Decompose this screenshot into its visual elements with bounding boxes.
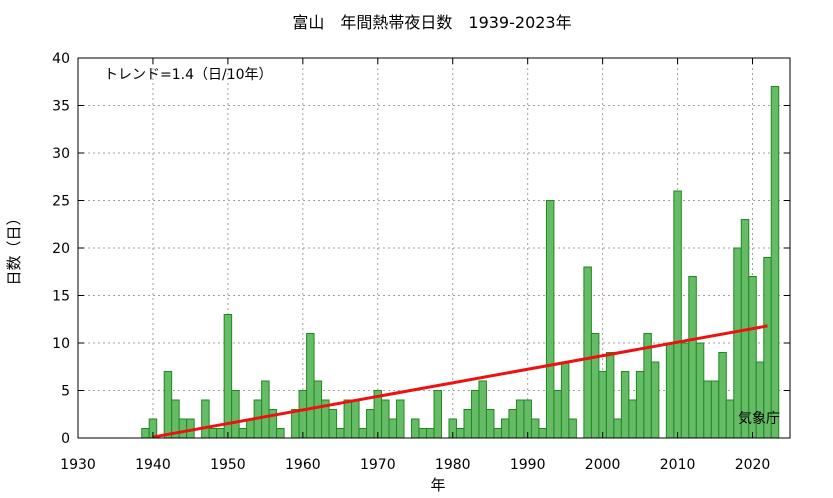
x-tick-label: 1930 <box>60 457 96 473</box>
bar <box>508 409 517 439</box>
bar <box>718 352 727 439</box>
x-tick-label: 1960 <box>285 457 321 473</box>
x-tick-label: 1950 <box>210 457 246 473</box>
bar <box>411 418 420 439</box>
bar <box>276 428 285 439</box>
y-axis-label: 日数（日） <box>5 210 23 285</box>
y-tick-label: 25 <box>52 194 70 210</box>
x-tick-label: 1980 <box>435 457 471 473</box>
bar <box>478 380 487 439</box>
y-tick-label: 15 <box>52 289 70 305</box>
bar <box>553 390 562 439</box>
bar <box>351 399 360 439</box>
bar <box>500 418 510 439</box>
trend-label: トレンド=1.4（日/10年） <box>104 67 273 83</box>
bar <box>703 380 712 439</box>
bar <box>733 247 742 439</box>
bar <box>598 371 607 439</box>
bar <box>336 428 345 439</box>
bar <box>470 390 480 439</box>
bar <box>710 380 720 439</box>
bar <box>178 418 188 439</box>
bar <box>291 409 300 439</box>
x-tick-label: 2010 <box>660 457 696 473</box>
bar-series <box>141 86 780 439</box>
bar <box>725 399 735 439</box>
bar <box>261 380 270 439</box>
bar <box>583 266 592 439</box>
bar <box>313 380 323 439</box>
bar <box>208 428 218 439</box>
bar <box>463 409 472 439</box>
bar <box>560 361 570 439</box>
bar <box>680 342 690 439</box>
bar <box>433 390 442 439</box>
bar <box>493 428 502 439</box>
bar <box>381 399 390 439</box>
bar <box>590 333 600 439</box>
bar <box>201 399 210 439</box>
bar <box>246 418 255 439</box>
x-axis-label: 年 <box>430 476 445 494</box>
y-tick-label: 35 <box>52 99 70 115</box>
bar <box>538 428 547 439</box>
bar <box>455 428 465 439</box>
bar <box>231 390 240 439</box>
y-tick-label: 5 <box>61 384 70 400</box>
bar <box>485 409 495 439</box>
bar <box>343 399 353 439</box>
bar <box>306 333 315 439</box>
bar <box>650 361 660 439</box>
chart-title: 富山 年間熱帯夜日数 1939-2023年 <box>292 13 571 32</box>
bar <box>163 371 173 439</box>
bar <box>358 428 368 439</box>
bar <box>605 352 615 439</box>
x-tick-label: 2000 <box>585 457 621 473</box>
bar <box>695 342 705 439</box>
bar <box>366 409 375 439</box>
y-axis-ticks: 0 5 10 15 20 25 30 35 40 <box>52 51 790 447</box>
x-tick-label: 1970 <box>360 457 396 473</box>
bar <box>688 276 697 439</box>
y-tick-label: 10 <box>52 336 70 352</box>
bar <box>620 371 630 439</box>
trend-line <box>152 324 768 439</box>
bar <box>223 314 233 439</box>
bar <box>396 399 405 439</box>
bar <box>628 399 637 439</box>
y-tick-label: 0 <box>61 431 70 447</box>
y-tick-label: 20 <box>52 241 70 257</box>
bar <box>216 428 225 439</box>
x-axis-ticks: 1930 1940 1950 1960 1970 1980 1990 2000 2010 2020 <box>60 58 770 473</box>
bar <box>665 342 675 439</box>
y-tick-label: 40 <box>52 51 70 67</box>
bar <box>388 418 398 439</box>
bar <box>770 86 780 439</box>
bar <box>418 428 428 439</box>
y-tick-label: 30 <box>52 146 70 162</box>
bar <box>613 418 622 439</box>
bar <box>515 399 525 439</box>
bar <box>141 428 150 439</box>
bar <box>673 190 682 439</box>
x-tick-label: 2020 <box>735 457 771 473</box>
bar <box>426 428 435 439</box>
x-tick-label: 1940 <box>135 457 171 473</box>
bar <box>298 390 308 439</box>
bar <box>545 200 555 439</box>
bar <box>328 409 338 439</box>
bar <box>530 418 540 439</box>
x-tick-label: 1990 <box>510 457 546 473</box>
bar <box>635 371 645 439</box>
source-label: 気象庁 <box>738 411 780 427</box>
bar <box>568 418 577 439</box>
bar <box>238 428 248 439</box>
